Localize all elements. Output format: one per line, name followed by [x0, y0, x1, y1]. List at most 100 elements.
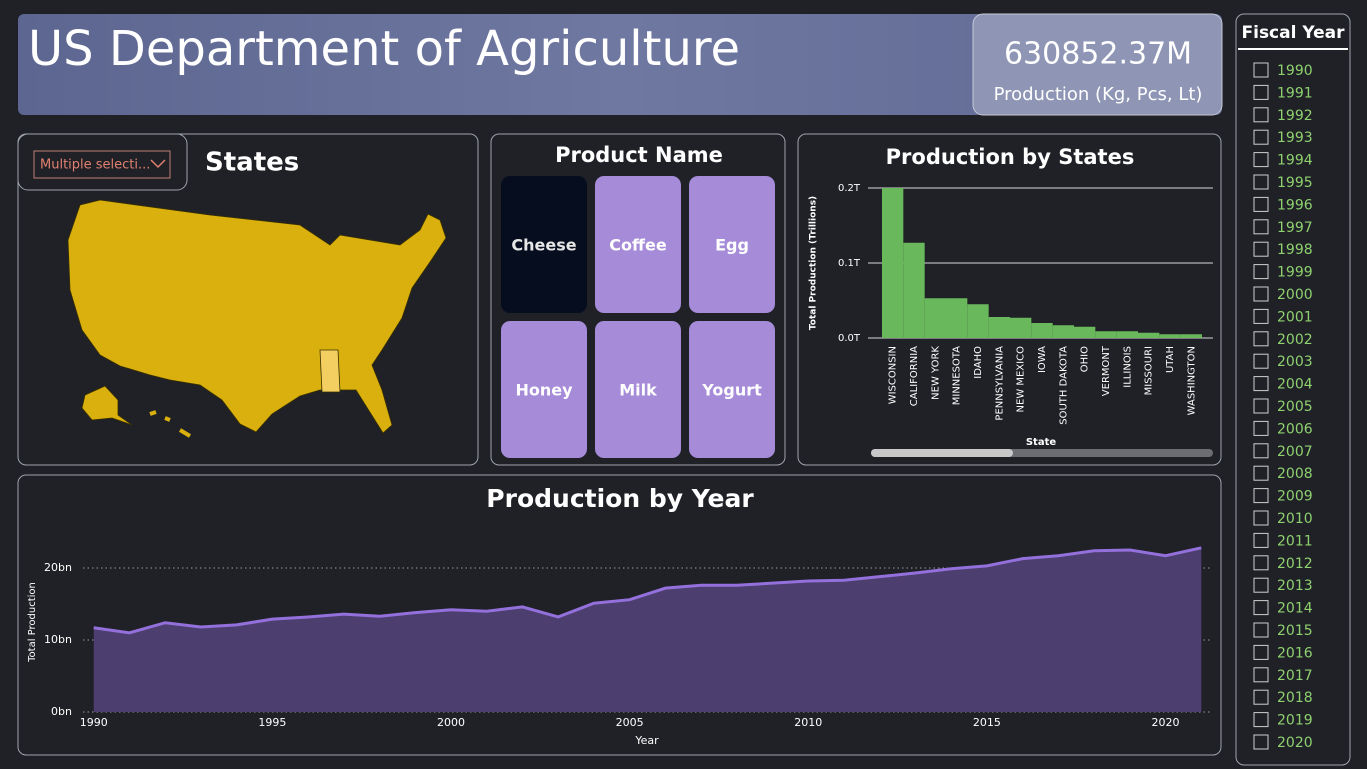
x-axis-label: Year: [634, 734, 659, 747]
x-tick-label: 2005: [616, 716, 644, 729]
scrollbar-thumb[interactable]: [871, 449, 1013, 457]
year-checkbox[interactable]: [1253, 622, 1269, 638]
year-option[interactable]: 2005: [1277, 399, 1313, 415]
product-tile[interactable]: [689, 321, 775, 458]
year-checkbox[interactable]: [1253, 443, 1269, 459]
kpi-value: 630852.37M: [1004, 37, 1192, 72]
year-option[interactable]: 1996: [1277, 197, 1313, 213]
dropdown[interactable]: [33, 150, 171, 179]
year-checkbox[interactable]: [1253, 84, 1269, 100]
product-tile[interactable]: [595, 176, 681, 313]
year-option[interactable]: 1992: [1277, 108, 1313, 124]
year-option[interactable]: 2014: [1277, 601, 1313, 617]
year-checkbox[interactable]: [1253, 510, 1269, 526]
x-tick-label: CALIFORNIA: [909, 346, 920, 406]
year-checkbox[interactable]: [1253, 286, 1269, 302]
product-tile-label: Egg: [715, 236, 749, 255]
year-option[interactable]: 2006: [1277, 421, 1313, 437]
bar: [946, 298, 968, 338]
y-axis-label: Total Production (Trillions): [809, 196, 819, 330]
year-option[interactable]: 2012: [1277, 556, 1313, 572]
year-checkbox[interactable]: [1253, 264, 1269, 280]
hawaii[interactable]: [149, 410, 192, 438]
dropdown-text: Multiple selecti...: [40, 158, 150, 173]
year-option[interactable]: 2016: [1277, 645, 1313, 661]
product-tile[interactable]: [501, 321, 587, 458]
year-checkbox[interactable]: [1253, 689, 1269, 705]
us-map[interactable]: [67, 199, 447, 434]
year-checkbox[interactable]: [1253, 644, 1269, 660]
year-checkbox[interactable]: [1253, 712, 1269, 728]
y-tick-label: 0.2T: [838, 183, 861, 194]
year-option[interactable]: 1995: [1277, 175, 1313, 191]
x-tick-label: NEW YORK: [930, 346, 941, 400]
bar: [903, 242, 925, 338]
bar: [1052, 325, 1074, 338]
year-checkbox[interactable]: [1253, 465, 1269, 481]
x-tick-label: WASHINGTON: [1186, 346, 1197, 415]
product-tile-label: Yogurt: [701, 381, 762, 400]
year-checkbox[interactable]: [1253, 241, 1269, 257]
year-option[interactable]: 2000: [1277, 287, 1313, 303]
year-checkbox[interactable]: [1253, 420, 1269, 436]
year-option[interactable]: 2010: [1277, 511, 1313, 527]
product-title: Product Name: [555, 143, 723, 167]
product-tile-label: Coffee: [609, 236, 667, 255]
year-option[interactable]: 1993: [1277, 130, 1313, 146]
year-option[interactable]: 2004: [1277, 377, 1313, 393]
year-option[interactable]: 2009: [1277, 489, 1313, 505]
year-option[interactable]: 2011: [1277, 533, 1313, 549]
year-option[interactable]: 1990: [1277, 63, 1313, 79]
year-checkbox[interactable]: [1253, 353, 1269, 369]
year-checkbox[interactable]: [1253, 577, 1269, 593]
year-option[interactable]: 2003: [1277, 354, 1313, 370]
year-option[interactable]: 2001: [1277, 309, 1313, 325]
product-panel: [490, 133, 786, 466]
year-checkbox[interactable]: [1253, 376, 1269, 392]
year-option[interactable]: 1997: [1277, 220, 1313, 236]
year-option[interactable]: 1998: [1277, 242, 1313, 258]
x-tick-label: UTAH: [1165, 346, 1176, 373]
year-checkbox[interactable]: [1253, 219, 1269, 235]
year-checkbox[interactable]: [1253, 555, 1269, 571]
map-highlight-state[interactable]: [319, 349, 341, 393]
year-option[interactable]: 2007: [1277, 444, 1313, 460]
year-option[interactable]: 2015: [1277, 623, 1313, 639]
product-tile[interactable]: [595, 321, 681, 458]
year-option[interactable]: 2008: [1277, 466, 1313, 482]
bar: [1180, 334, 1202, 338]
alaska[interactable]: [81, 385, 133, 426]
bar-panel: [797, 133, 1222, 466]
x-tick-label: ILLINOIS: [1122, 346, 1133, 388]
year-checkbox[interactable]: [1253, 152, 1269, 168]
year-checkbox[interactable]: [1253, 600, 1269, 616]
year-checkbox[interactable]: [1253, 308, 1269, 324]
y-axis-label: Total Production: [27, 582, 38, 663]
year-checkbox[interactable]: [1253, 488, 1269, 504]
product-tile[interactable]: [501, 176, 587, 313]
year-option[interactable]: 2013: [1277, 578, 1313, 594]
year-option[interactable]: 2019: [1277, 713, 1313, 729]
year-checkbox[interactable]: [1253, 129, 1269, 145]
year-checkbox[interactable]: [1253, 107, 1269, 123]
year-option[interactable]: 2002: [1277, 332, 1313, 348]
year-checkbox[interactable]: [1253, 62, 1269, 78]
year-option[interactable]: 1999: [1277, 265, 1313, 281]
year-checkbox[interactable]: [1253, 196, 1269, 212]
year-option[interactable]: 2018: [1277, 690, 1313, 706]
year-checkbox[interactable]: [1253, 734, 1269, 750]
year-checkbox[interactable]: [1253, 667, 1269, 683]
dropdown-chevron: [150, 159, 166, 169]
year-option[interactable]: 1991: [1277, 85, 1313, 101]
year-checkbox[interactable]: [1253, 174, 1269, 190]
product-tile[interactable]: [689, 176, 775, 313]
year-option[interactable]: 1994: [1277, 153, 1313, 169]
year-option[interactable]: 2017: [1277, 668, 1313, 684]
year-checkbox[interactable]: [1253, 331, 1269, 347]
year-checkbox[interactable]: [1253, 398, 1269, 414]
year-checkbox[interactable]: [1253, 532, 1269, 548]
x-tick-label: 1995: [258, 716, 286, 729]
year-option[interactable]: 2020: [1277, 735, 1313, 751]
fiscal-year-title: Fiscal Year: [1242, 23, 1346, 43]
